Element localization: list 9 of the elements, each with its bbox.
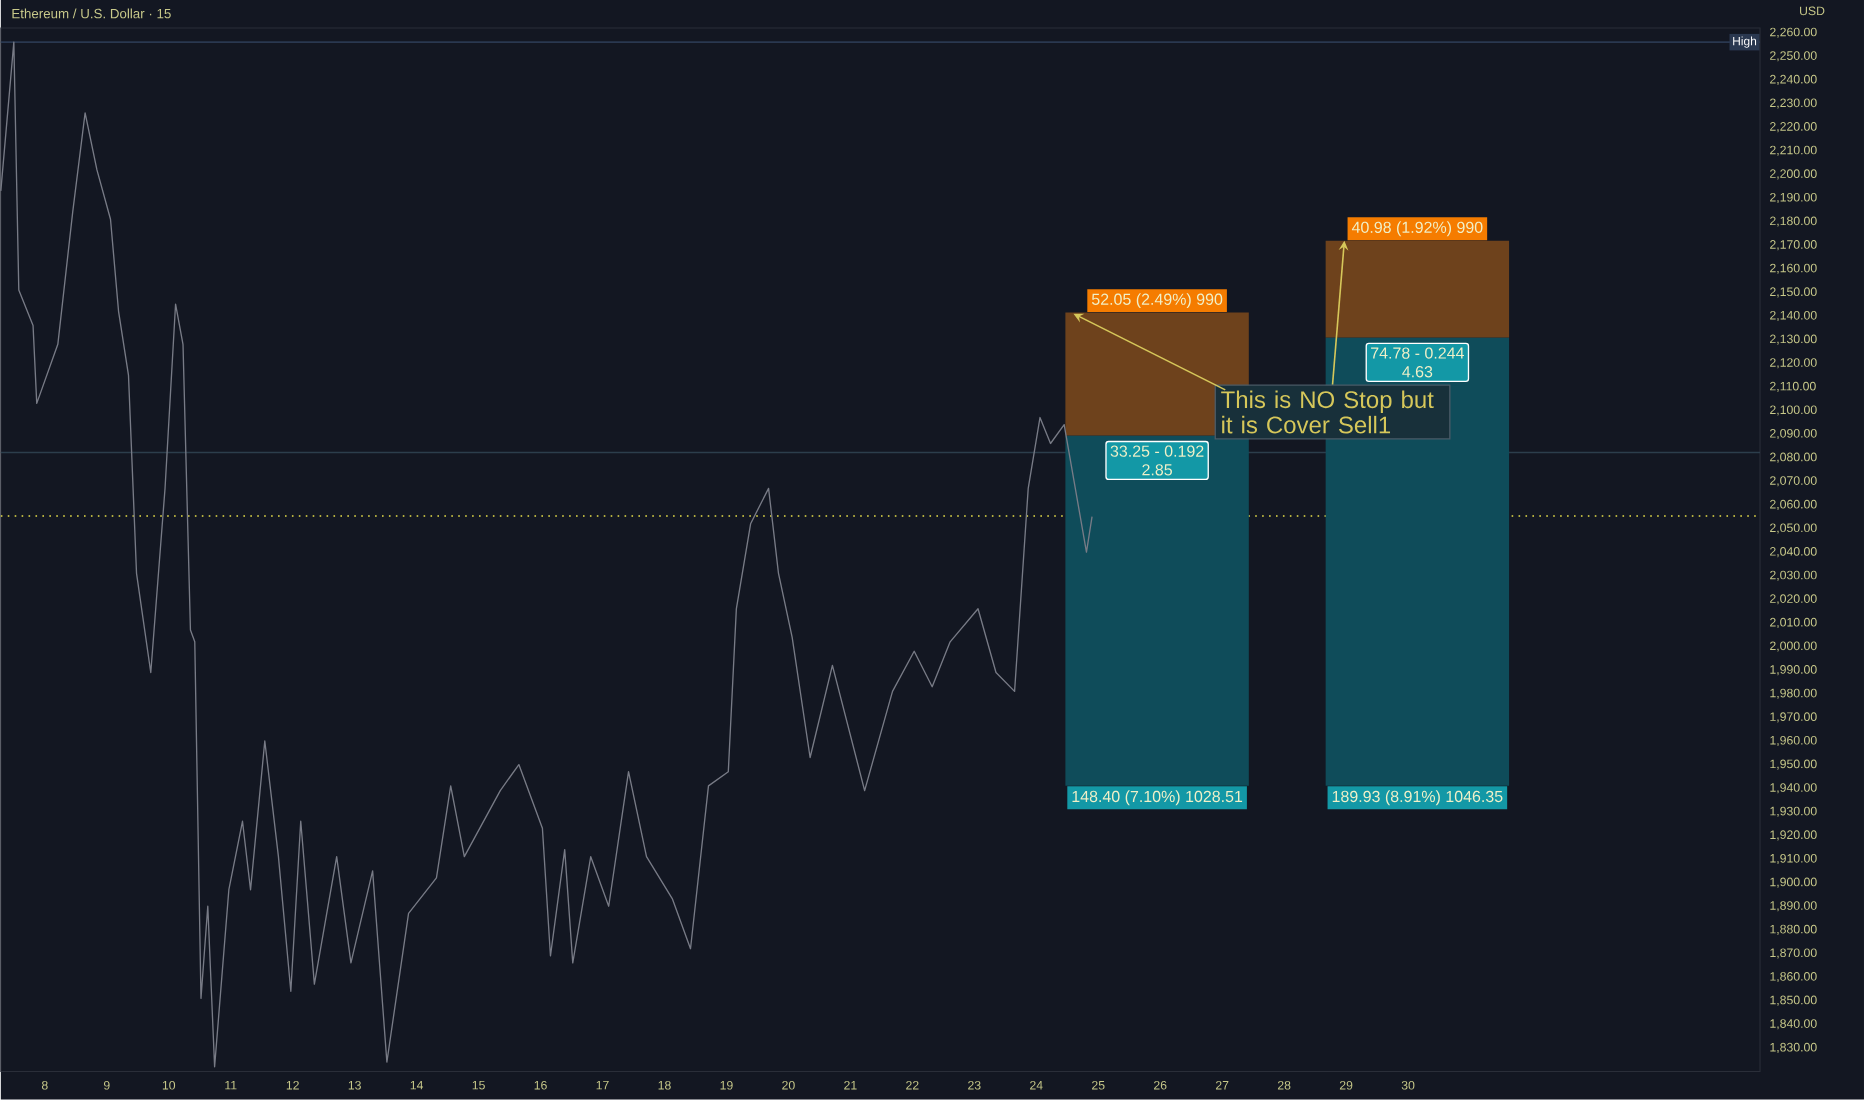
annotation: This is NO Stop but it is Cover Sell1: [1221, 390, 1434, 434]
data-label: 40.98 (1.92%) 990: [1351, 221, 1483, 237]
annotation: 74.78 - 0.244: [1371, 347, 1465, 360]
data-label: 189.93 (8.91%) 1046.35: [1332, 790, 1503, 806]
data-label: 148.40 (7.10%) 1028.51: [1072, 790, 1243, 806]
annotation: 2.85: [1142, 464, 1173, 476]
annotation: 33.25 - 0.192: [1110, 445, 1204, 458]
annotation: 4.63: [1402, 366, 1433, 378]
data-label: 52.05 (2.49%) 990: [1091, 293, 1223, 309]
